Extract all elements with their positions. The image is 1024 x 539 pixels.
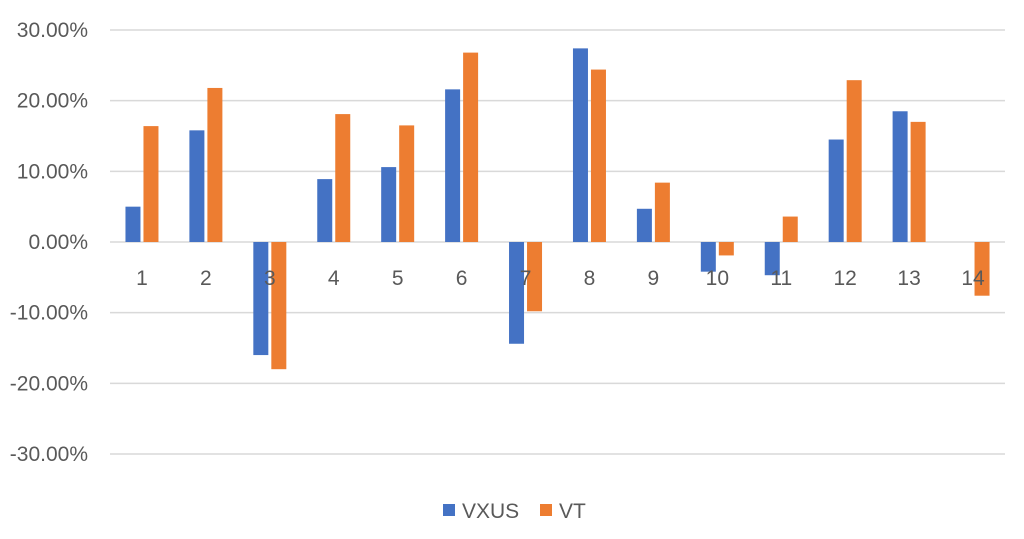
x-category-label: 5	[392, 267, 404, 290]
bar-vxus-5	[381, 167, 397, 242]
bar-vt-7	[527, 242, 543, 312]
bar-vxus-9	[636, 208, 652, 242]
bar-vt-3	[271, 242, 287, 370]
y-axis-tick-labels: 30.00% 20.00% 10.00% 0.00% -10.00% -20.00% -30…	[10, 19, 88, 466]
x-category-label: 12	[833, 267, 856, 290]
bar-vxus-11	[764, 242, 780, 276]
y-tick-label: -10.00%	[10, 302, 88, 325]
legend-swatch-vxus	[443, 504, 455, 516]
legend-label-vt: VT	[559, 500, 586, 523]
y-tick-label: 10.00%	[17, 160, 88, 183]
bar-vt-5	[399, 125, 415, 242]
bar-vt-14	[974, 242, 990, 296]
bar-vxus-4	[317, 179, 333, 242]
bar-vt-4	[335, 114, 351, 242]
bar-vt-1	[143, 126, 159, 242]
x-category-label: 3	[264, 267, 276, 290]
bar-vxus-6	[445, 89, 461, 242]
x-category-label: 4	[328, 267, 340, 290]
bar-vt-6	[463, 52, 479, 242]
gridlines	[110, 29, 1005, 455]
y-tick-label: 30.00%	[17, 19, 88, 42]
bar-vxus-13	[892, 111, 908, 243]
bar-vxus-10	[700, 242, 716, 272]
y-tick-label: 20.00%	[17, 90, 88, 113]
bar-vt-9	[654, 182, 670, 242]
y-tick-label: 0.00%	[28, 231, 88, 254]
x-category-label: 13	[897, 267, 920, 290]
bars	[125, 48, 990, 370]
legend-label-vxus: VXUS	[462, 500, 519, 523]
x-category-label: 2	[200, 267, 212, 290]
legend: VXUS VT	[443, 500, 586, 523]
bar-vxus-3	[253, 242, 269, 356]
bar-vxus-12	[828, 139, 844, 242]
bar-vt-10	[718, 242, 734, 256]
x-category-label: 7	[520, 267, 532, 290]
bar-vt-2	[207, 87, 223, 243]
bar-vxus-1	[125, 206, 141, 242]
x-axis-category-labels: 1 2 3 4 5 6 7 8 9 10 11 12 13 14	[136, 267, 985, 290]
x-category-label: 11	[770, 267, 792, 290]
bar-vt-12	[846, 80, 862, 242]
bar-vxus-7	[509, 242, 525, 344]
bar-vt-8	[590, 69, 606, 242]
bar-vt-11	[782, 216, 798, 242]
x-category-label: 1	[136, 267, 148, 290]
y-tick-label: -20.00%	[10, 372, 88, 395]
x-category-label: 8	[584, 267, 596, 290]
x-category-label: 9	[648, 267, 660, 290]
y-tick-label: -30.00%	[10, 443, 88, 466]
bar-vxus-2	[189, 130, 205, 242]
legend-swatch-vt	[540, 504, 552, 516]
x-category-label: 14	[961, 267, 985, 290]
x-category-label: 6	[456, 267, 468, 290]
x-category-label: 10	[706, 267, 729, 290]
bar-vt-13	[910, 121, 926, 242]
bar-vxus-8	[572, 48, 588, 242]
